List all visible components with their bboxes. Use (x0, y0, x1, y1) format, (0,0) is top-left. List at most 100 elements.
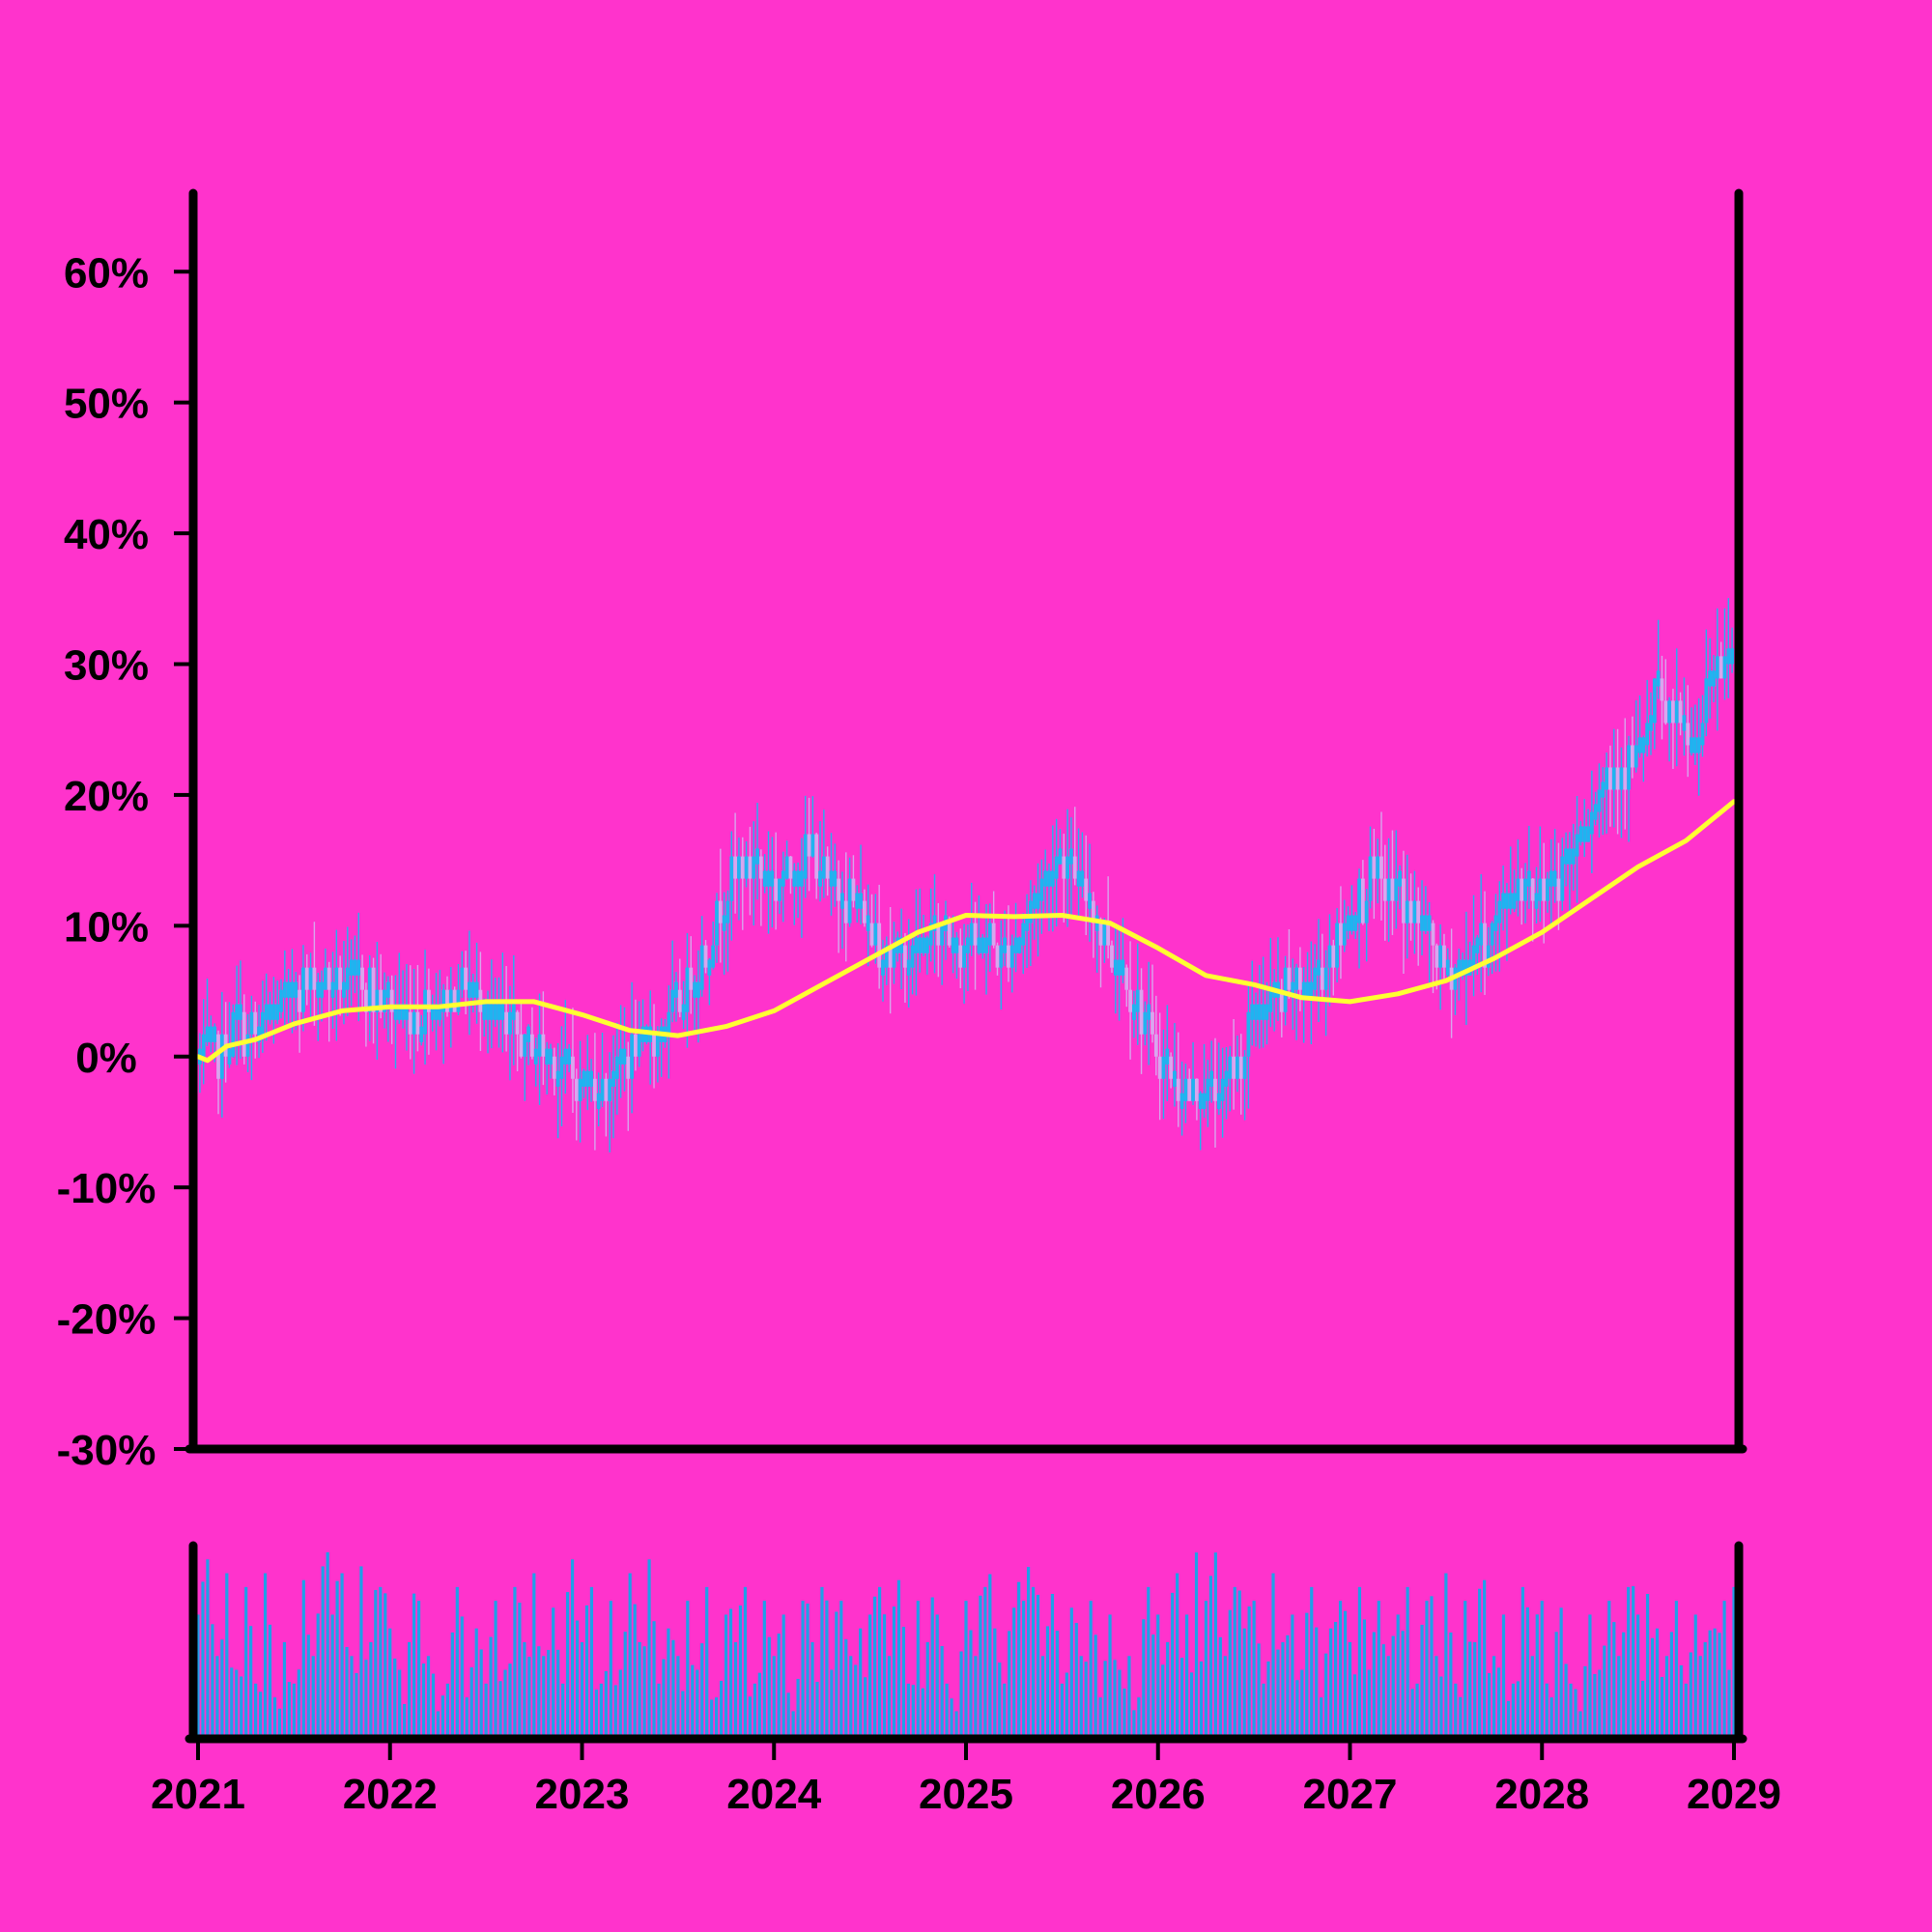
volume-bar (1459, 1696, 1463, 1739)
candle-body (818, 870, 822, 887)
candle-body (729, 856, 734, 901)
candle (685, 933, 690, 1048)
volume-bar (1569, 1683, 1573, 1739)
candle (1076, 828, 1081, 917)
candle (1198, 1091, 1203, 1151)
candle-body (282, 981, 287, 998)
candle-body (1268, 989, 1273, 1012)
candle (634, 999, 638, 1071)
candle-body (486, 1004, 490, 1020)
candle (253, 1001, 258, 1059)
candle-body (1608, 767, 1612, 790)
candle (622, 1007, 627, 1092)
candle-body (807, 834, 811, 857)
candle (910, 932, 915, 995)
candle-body (1283, 967, 1288, 1012)
candle (482, 998, 487, 1037)
candle-body (873, 923, 878, 946)
candle-body (231, 1011, 236, 1057)
candle-body (419, 1026, 424, 1042)
volume-bar (1357, 1586, 1362, 1739)
candle-body (608, 1078, 612, 1101)
candle-body (489, 1004, 494, 1020)
volume-bar (753, 1683, 756, 1739)
candle (1088, 843, 1092, 942)
volume-bar (552, 1607, 555, 1739)
candle (1479, 873, 1484, 993)
candle (515, 1009, 520, 1071)
candle (1589, 770, 1594, 873)
candle-body (1578, 826, 1583, 842)
candle-body (448, 989, 453, 1012)
candle (699, 916, 704, 997)
volume-bar (1386, 1656, 1390, 1739)
candle (360, 954, 364, 1009)
volume-bar (1583, 1665, 1587, 1739)
candle-body (1072, 856, 1077, 879)
volume-bar (872, 1596, 877, 1739)
volume-bar (1147, 1586, 1151, 1739)
volume-bar (882, 1614, 887, 1739)
candle (796, 862, 800, 919)
candle-body (1139, 989, 1144, 1035)
candle (1135, 943, 1140, 1045)
candle (1287, 928, 1292, 999)
volume-bar (1381, 1644, 1385, 1739)
candle (1660, 655, 1664, 740)
candle (766, 831, 771, 934)
volume-bar (1391, 1635, 1395, 1739)
candle (892, 922, 896, 984)
candle (1054, 818, 1059, 927)
candle-body (1153, 1034, 1158, 1057)
candle (353, 935, 357, 994)
volume-bar (662, 1659, 666, 1739)
candle-body (1652, 678, 1657, 724)
candle (1320, 933, 1324, 997)
candle (707, 957, 712, 1006)
volume-bar (1122, 1688, 1126, 1739)
candle (452, 986, 457, 1012)
volume-bar (1406, 1586, 1409, 1739)
candle (257, 1005, 261, 1059)
candle (696, 950, 700, 1043)
candle (626, 1041, 631, 1131)
candle-body (884, 945, 889, 968)
candle-body (470, 981, 475, 998)
volume-bar (1179, 1658, 1184, 1739)
volume-bar (589, 1586, 594, 1739)
candle-body (1173, 1070, 1177, 1087)
candle-body (1062, 856, 1066, 879)
candle (1423, 886, 1428, 935)
candle-body (1686, 723, 1690, 746)
volume-bar (1468, 1641, 1472, 1739)
volume-bar (1540, 1601, 1544, 1739)
candle-body (1128, 989, 1132, 1012)
candle (205, 979, 210, 1046)
candle (523, 1034, 527, 1101)
candle-body (308, 967, 313, 990)
volume-bar (211, 1624, 214, 1739)
volume-bar (950, 1698, 953, 1739)
volume-bar (206, 1559, 210, 1739)
candle (758, 849, 763, 926)
candle (438, 969, 442, 1027)
candle-body (1080, 870, 1085, 887)
candle (928, 888, 933, 962)
candle-body (914, 937, 919, 953)
volume-bar (1439, 1676, 1443, 1739)
volume-bar (1578, 1711, 1582, 1739)
volume-bar (321, 1566, 325, 1739)
candle (740, 837, 745, 930)
candle (1671, 688, 1675, 770)
candle (1692, 704, 1697, 765)
candle-body (1106, 923, 1111, 946)
volume-bar (1156, 1614, 1160, 1739)
candle-body (227, 1048, 232, 1065)
candle-body (987, 923, 992, 946)
candle-body (1671, 700, 1675, 724)
volume-bar (1525, 1606, 1529, 1739)
candle-body (1346, 915, 1350, 931)
y-tick-label: -10% (57, 1165, 156, 1212)
candle-body (1627, 745, 1631, 790)
candle-body (1568, 848, 1572, 865)
